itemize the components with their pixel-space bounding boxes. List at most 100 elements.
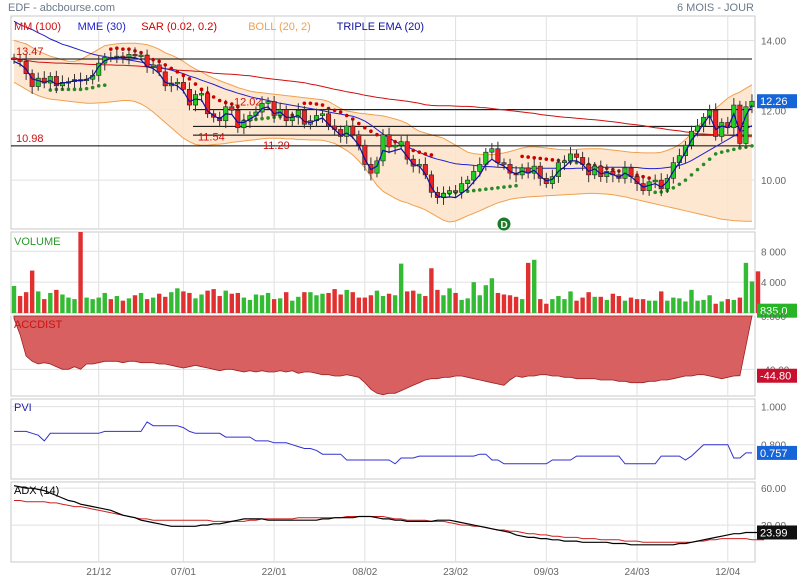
candle-body bbox=[392, 144, 398, 148]
sar-dot bbox=[471, 188, 476, 193]
sar-dot bbox=[738, 146, 742, 150]
volume-bar bbox=[392, 295, 398, 313]
adx-last-value: 23.99 bbox=[760, 527, 788, 539]
volume-bar bbox=[277, 298, 283, 313]
volume-bar bbox=[60, 294, 65, 313]
volume-bar bbox=[29, 270, 35, 313]
sar-dot bbox=[84, 86, 89, 91]
level-label: 12.02 bbox=[234, 97, 262, 109]
accdist-last-value-box bbox=[757, 368, 797, 383]
volume-bar bbox=[17, 296, 23, 313]
sar-dot bbox=[677, 182, 682, 187]
volume-bar bbox=[362, 297, 368, 313]
volume-bar bbox=[423, 296, 428, 313]
sar-dot bbox=[465, 189, 470, 194]
sar-dot bbox=[750, 144, 754, 148]
volume-bar bbox=[138, 292, 144, 313]
sar-dot bbox=[544, 157, 549, 161]
sar-dot bbox=[550, 158, 555, 162]
sar-dot bbox=[695, 167, 700, 172]
pvi-line bbox=[14, 421, 752, 465]
sar-dot bbox=[102, 83, 107, 87]
sar-dot bbox=[121, 47, 125, 51]
volume-bar bbox=[290, 300, 295, 313]
volume-bar bbox=[755, 271, 761, 313]
volume-bar bbox=[749, 281, 755, 313]
candle-body bbox=[199, 93, 205, 96]
volume-bar bbox=[163, 296, 168, 313]
candle-body bbox=[235, 109, 241, 129]
candle-body bbox=[604, 171, 610, 177]
volume-bar bbox=[659, 291, 664, 313]
volume-bar bbox=[471, 282, 476, 313]
accdist-title: ACCDIST bbox=[14, 319, 63, 331]
sar-dot bbox=[302, 101, 307, 106]
volume-bar bbox=[338, 294, 343, 313]
sar-dot bbox=[217, 98, 222, 103]
sar-dot bbox=[90, 85, 95, 90]
sar-dot bbox=[532, 155, 537, 160]
x-tick-label: 07/01 bbox=[171, 567, 196, 578]
sar-dot bbox=[187, 77, 192, 81]
x-tick-label: 23/02 bbox=[443, 567, 468, 578]
sar-dot bbox=[538, 156, 543, 161]
sar-dot bbox=[683, 178, 688, 182]
volume-bar bbox=[386, 293, 392, 313]
candle-body bbox=[320, 113, 326, 116]
candle-body bbox=[410, 158, 416, 167]
volume-y-tick-label: 8 000 bbox=[761, 247, 786, 258]
sar-dot bbox=[707, 157, 712, 161]
sar-dot bbox=[502, 185, 506, 189]
volume-bar bbox=[616, 296, 622, 313]
volume-bar bbox=[634, 299, 640, 313]
level-label: 11.29 bbox=[263, 140, 290, 152]
candle-body bbox=[301, 109, 307, 125]
legend-entry: BOLL (20, 2) bbox=[248, 21, 311, 33]
volume-bar bbox=[54, 289, 59, 313]
volume-bar bbox=[217, 296, 222, 313]
sar-dot bbox=[193, 82, 198, 86]
adx-y-tick-label: 60.00 bbox=[761, 484, 786, 495]
volume-bar bbox=[332, 289, 337, 313]
volume-bar bbox=[532, 259, 537, 313]
candle-body bbox=[598, 165, 604, 177]
sar-dot bbox=[671, 185, 676, 190]
volume-bar bbox=[550, 299, 555, 313]
candle-body bbox=[350, 125, 356, 136]
volume-bar bbox=[314, 295, 319, 313]
candle-body bbox=[447, 190, 453, 194]
pvi-y-tick-label: 1.000 bbox=[761, 403, 786, 414]
volume-bar bbox=[429, 268, 434, 313]
x-tick-label: 12/04 bbox=[715, 567, 740, 578]
candle-body bbox=[59, 82, 65, 87]
candle-body bbox=[326, 113, 332, 127]
volume-bar bbox=[501, 294, 507, 313]
volume-bar bbox=[646, 300, 652, 313]
candle-body bbox=[295, 109, 301, 118]
accdist-last-value: -44.80 bbox=[760, 371, 791, 383]
candle-body bbox=[398, 141, 404, 146]
volume-bar bbox=[689, 289, 694, 313]
sar-dot bbox=[260, 116, 264, 121]
volume-bar bbox=[374, 290, 380, 313]
price-y-tick-label: 10.00 bbox=[761, 176, 786, 187]
sar-dot bbox=[526, 155, 530, 159]
sar-dot bbox=[429, 153, 434, 157]
candle-body bbox=[229, 106, 235, 111]
volume-bar bbox=[187, 292, 192, 313]
volume-bar bbox=[175, 288, 180, 313]
volume-bar bbox=[265, 292, 271, 313]
candle-body bbox=[265, 101, 271, 104]
level-label: 10.98 bbox=[16, 133, 44, 145]
volume-bar bbox=[102, 292, 107, 313]
candle-body bbox=[574, 153, 580, 158]
volume-bar bbox=[247, 299, 253, 313]
volume-bar bbox=[48, 292, 53, 313]
volume-bar bbox=[453, 292, 458, 313]
sar-dot bbox=[423, 152, 428, 156]
candle-body bbox=[682, 144, 688, 156]
volume-bar bbox=[284, 292, 289, 313]
volume-bar bbox=[465, 298, 470, 313]
sar-dot bbox=[115, 46, 119, 50]
